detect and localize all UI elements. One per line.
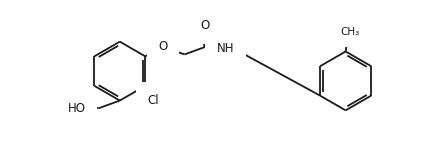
Text: CH₃: CH₃ <box>340 27 359 37</box>
Text: Cl: Cl <box>147 94 159 107</box>
Text: O: O <box>158 40 168 53</box>
Text: HO: HO <box>68 102 86 115</box>
Text: O: O <box>201 19 210 32</box>
Text: NH: NH <box>217 42 235 55</box>
